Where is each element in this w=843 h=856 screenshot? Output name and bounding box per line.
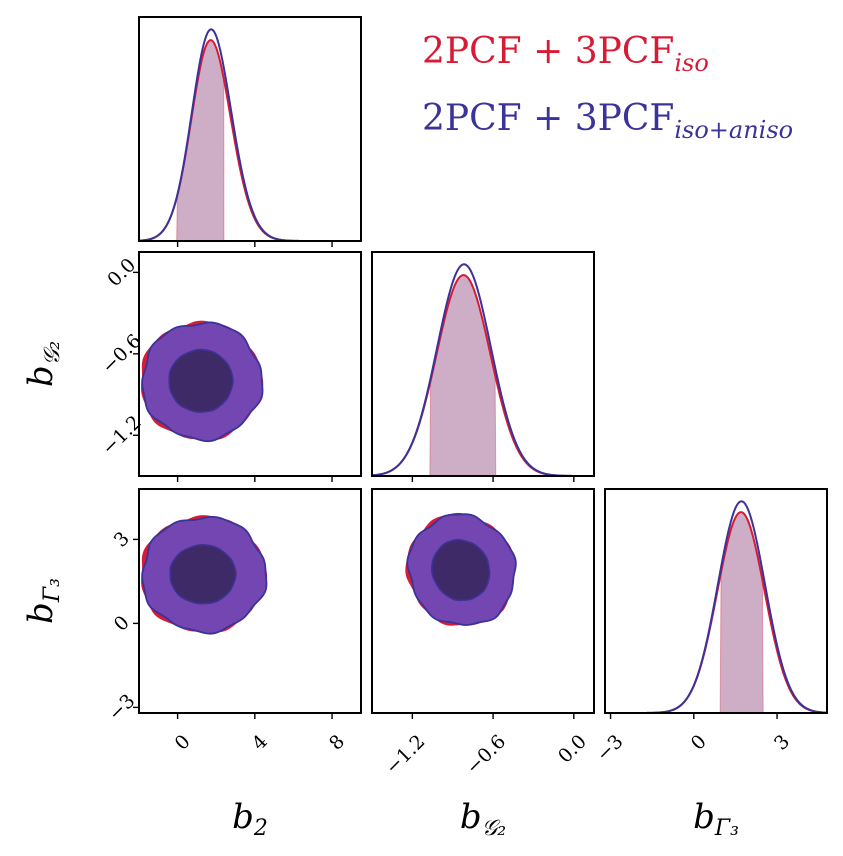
panel-frame [138, 251, 362, 477]
marginal-panel-b2 [138, 16, 362, 247]
xlabel-bGamma3: bΓ₃ [693, 797, 739, 841]
legend: 2PCF + 3PCFiso 2PCF + 3PCFiso+aniso [422, 31, 793, 144]
legend-entry-iso: 2PCF + 3PCFiso [422, 31, 709, 77]
xtick-label-b2-1: 4 [248, 731, 272, 755]
ylabel-bGamma3: bΓ₃ [21, 578, 65, 624]
xtick-label-bG2-0: −1.2 [381, 731, 429, 779]
ytick-label-bGamma3-0: −3 [104, 690, 139, 725]
contour-panel-bG2-bGamma3: −1.2 −0.6 0.0 [371, 488, 595, 779]
xtick-label-bGamma3-1: 0 [687, 731, 711, 755]
ytick-label-bGamma3-2: 3 [110, 528, 134, 552]
xtick-label-bGamma3-0: −3 [592, 731, 627, 766]
xtick-label-bG2-2: 0.0 [554, 731, 591, 768]
xtick-label-b2-2: 8 [325, 731, 349, 755]
panel-frame [604, 488, 828, 714]
xlabel-b2: b2 [232, 797, 268, 841]
ytick-label-bGamma3-1: 0 [110, 612, 134, 636]
xtick-label-bG2-1: −0.6 [462, 731, 510, 779]
xtick-label-b2-0: 0 [171, 731, 195, 755]
hpd-band-bG2 [429, 274, 497, 476]
contour-inner-iso-aniso [431, 538, 491, 602]
panel-frame [371, 251, 595, 477]
contour-panel-b2-bGamma3: 0 4 8 −3 0 3 [104, 488, 362, 755]
ytick-label-bG2-2: 0.0 [103, 254, 140, 291]
panel-frame [138, 488, 362, 714]
legend-entry-iso-aniso: 2PCF + 3PCFiso+aniso [422, 98, 793, 144]
contour-inner-iso-aniso [169, 544, 237, 605]
marginal-curve-iso-aniso-bGamma3 [605, 500, 827, 713]
xtick-label-bGamma3-2: 3 [770, 731, 794, 755]
panel-frame [371, 488, 595, 714]
marginal-curve-iso-aniso-b2 [139, 28, 361, 241]
contour-panel-b2-bG2: −1.2−0.60.0 [98, 251, 362, 482]
xlabel-bG2: b𝒢₂ [460, 797, 506, 841]
panel-frame [138, 16, 362, 242]
marginal-panel-bG2 [371, 251, 595, 482]
marginal-curve-iso-bGamma3 [605, 511, 827, 713]
ylabel-bG2: b𝒢₂ [21, 341, 65, 387]
marginal-panel-bGamma3: −3 0 3 [592, 488, 828, 766]
contour-inner-iso-aniso [168, 348, 234, 413]
